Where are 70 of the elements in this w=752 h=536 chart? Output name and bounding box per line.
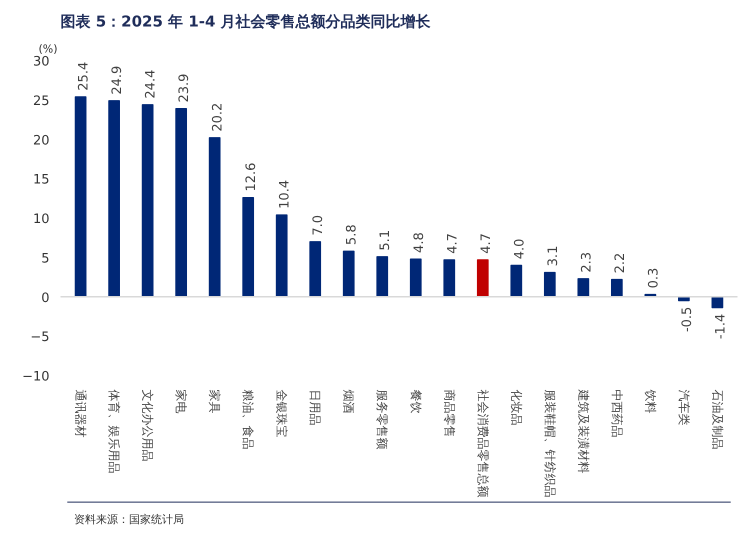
data-label: 3.1 [546,246,561,266]
x-tick-label: 粮油、食品 [241,390,256,450]
x-tick-label: 服务零售额 [375,390,390,450]
y-tick-label: 30 [32,54,50,70]
y-tick-label: 20 [32,133,50,148]
x-tick-label: 石油及制品 [710,390,724,450]
y-tick-label: −10 [22,370,50,384]
data-label: 25.4 [76,62,92,91]
y-axis-title: (%) [38,42,58,56]
data-label: 0.3 [646,268,662,288]
bar [175,108,188,298]
x-tick-label: 家电 [174,390,188,414]
x-tick-label: 家具 [208,390,222,414]
chart-title: 图表 5：2025 年 1-4 月社会零售总额分品类同比增长 [60,12,432,30]
data-label: 5.8 [344,224,360,246]
bar [510,264,522,298]
y-tick-label: 10 [32,212,50,227]
bar [208,137,221,298]
data-label: 23.9 [177,74,192,103]
data-label: -0.5 [680,306,695,332]
data-label: 4.0 [512,238,528,260]
bar [410,258,422,298]
data-label: 4.8 [412,232,427,253]
bar [443,259,456,298]
bar [376,256,388,298]
x-tick-label: 金银珠宝 [274,390,289,438]
bar [476,259,489,298]
x-tick-label: 体育、娱乐用品 [107,390,122,474]
x-tick-label: 文化办公用品 [140,390,155,462]
x-tick-label: 服装鞋帽、针纺织品 [542,390,557,498]
data-label: 10.4 [278,180,293,209]
y-tick-label: 5 [41,251,50,266]
y-tick-label: 25 [32,94,50,109]
y-tick-label: 15 [32,172,50,188]
x-tick-label: 烟酒 [342,390,356,414]
y-tick-label: 0 [41,290,50,306]
data-label: 5.1 [378,230,394,251]
y-tick-label: −5 [30,330,50,346]
bar [242,197,254,298]
data-label: 24.9 [110,66,126,95]
bar [276,214,288,298]
x-tick-label: 饮料 [643,388,658,414]
data-label: 4.7 [445,233,460,254]
x-tick-label: 汽车类 [676,390,691,426]
x-tick-label: 化妆品 [509,390,524,426]
data-label: 7.0 [311,214,326,236]
data-label: 12.6 [244,162,260,192]
bar [142,104,154,298]
x-tick-label: 中西药品 [610,390,624,438]
bar [544,272,556,298]
bar [712,296,724,308]
data-label: 4.7 [478,233,494,254]
data-label: 20.2 [210,102,226,132]
data-label: 2.3 [579,252,594,273]
bar [610,278,623,298]
data-label: 24.4 [144,70,159,99]
x-tick-label: 通讯器材 [74,390,88,438]
bar [108,100,120,298]
data-label: 2.2 [612,252,628,274]
x-tick-label: 社会消费品零售总额 [476,390,490,498]
x-tick-label: 日用品 [308,390,322,426]
text: 资料来源：国家统计局 [74,513,184,526]
bar [74,96,86,298]
x-tick-label: 建筑及装潢材料 [576,388,590,474]
bar [577,278,590,298]
data-label: -1.4 [713,314,728,340]
bar [342,250,355,298]
x-tick-label: 餐饮 [408,390,423,414]
bar [309,241,322,298]
x-tick-label: 商品零售 [442,390,456,438]
